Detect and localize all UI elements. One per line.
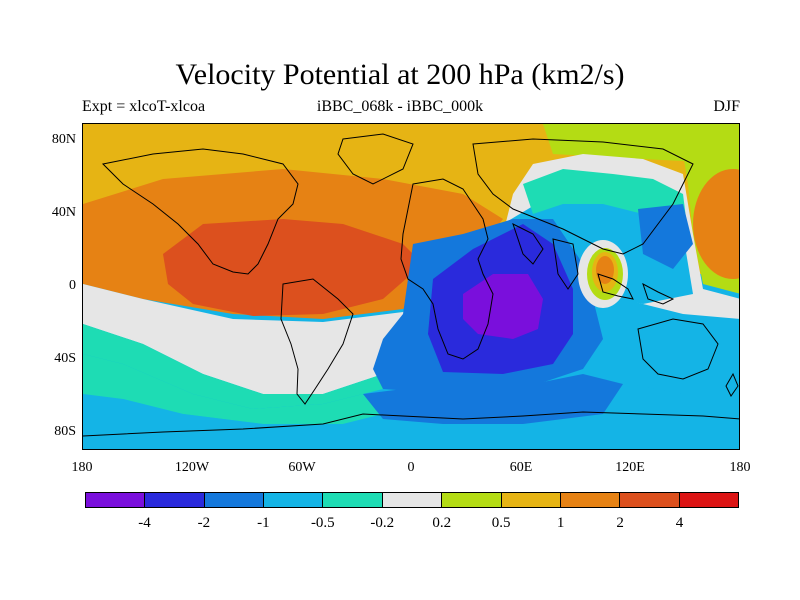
lon-label-0: 0 xyxy=(407,460,415,475)
colorbar-box xyxy=(264,493,324,507)
colorbar-box xyxy=(86,493,146,507)
lat-label-40n: 40N xyxy=(51,205,76,220)
map-svg xyxy=(83,124,739,449)
colorbar-label: 0.2 xyxy=(432,515,452,531)
colorbar-box xyxy=(501,493,561,507)
colorbar-box xyxy=(145,493,205,507)
colorbar-box xyxy=(560,493,621,507)
colorbar-label: 4 xyxy=(675,515,684,531)
colorbar-box xyxy=(679,493,738,507)
colorbar-box xyxy=(442,493,502,507)
difference-label: iBBC_068k - iBBC_000k xyxy=(316,98,484,115)
colorbar-label: 2 xyxy=(616,515,624,531)
colorbar-label: 1 xyxy=(556,515,565,531)
map-title: Velocity Potential at 200 hPa (km2/s) xyxy=(175,58,625,91)
lon-label-120e: 120E xyxy=(615,460,645,475)
season-label: DJF xyxy=(713,98,740,115)
velocity-potential-map xyxy=(82,123,740,450)
lat-label-80s: 80S xyxy=(54,424,76,439)
colorbar-label: -4 xyxy=(138,515,151,531)
colorbar-label: -0.5 xyxy=(310,515,335,531)
experiment-label: Expt = xlcoT-xlcoa xyxy=(82,98,206,115)
colorbar xyxy=(85,492,739,508)
colorbar-box xyxy=(204,493,265,507)
colorbar-label: -1 xyxy=(257,515,270,531)
lon-label-60w: 60W xyxy=(288,460,316,475)
colorbar-box xyxy=(323,493,383,507)
lon-label-60e: 60E xyxy=(509,460,533,475)
lat-label-80n: 80N xyxy=(51,132,76,147)
lat-label-equator: 0 xyxy=(69,278,76,293)
lon-label-120w: 120W xyxy=(174,460,210,475)
colorbar-label: -2 xyxy=(197,515,211,531)
colorbar-label: 0.5 xyxy=(491,515,511,531)
lat-label-40s: 40S xyxy=(54,351,76,366)
colorbar-box xyxy=(620,493,680,507)
contour-fill-layer xyxy=(83,124,739,449)
colorbar-label: -0.2 xyxy=(370,515,395,531)
colorbar-box xyxy=(382,493,443,507)
lon-label-180e: 180 xyxy=(729,460,751,475)
lon-label-180w: 180 xyxy=(71,460,93,475)
coastline-layer xyxy=(83,133,739,437)
